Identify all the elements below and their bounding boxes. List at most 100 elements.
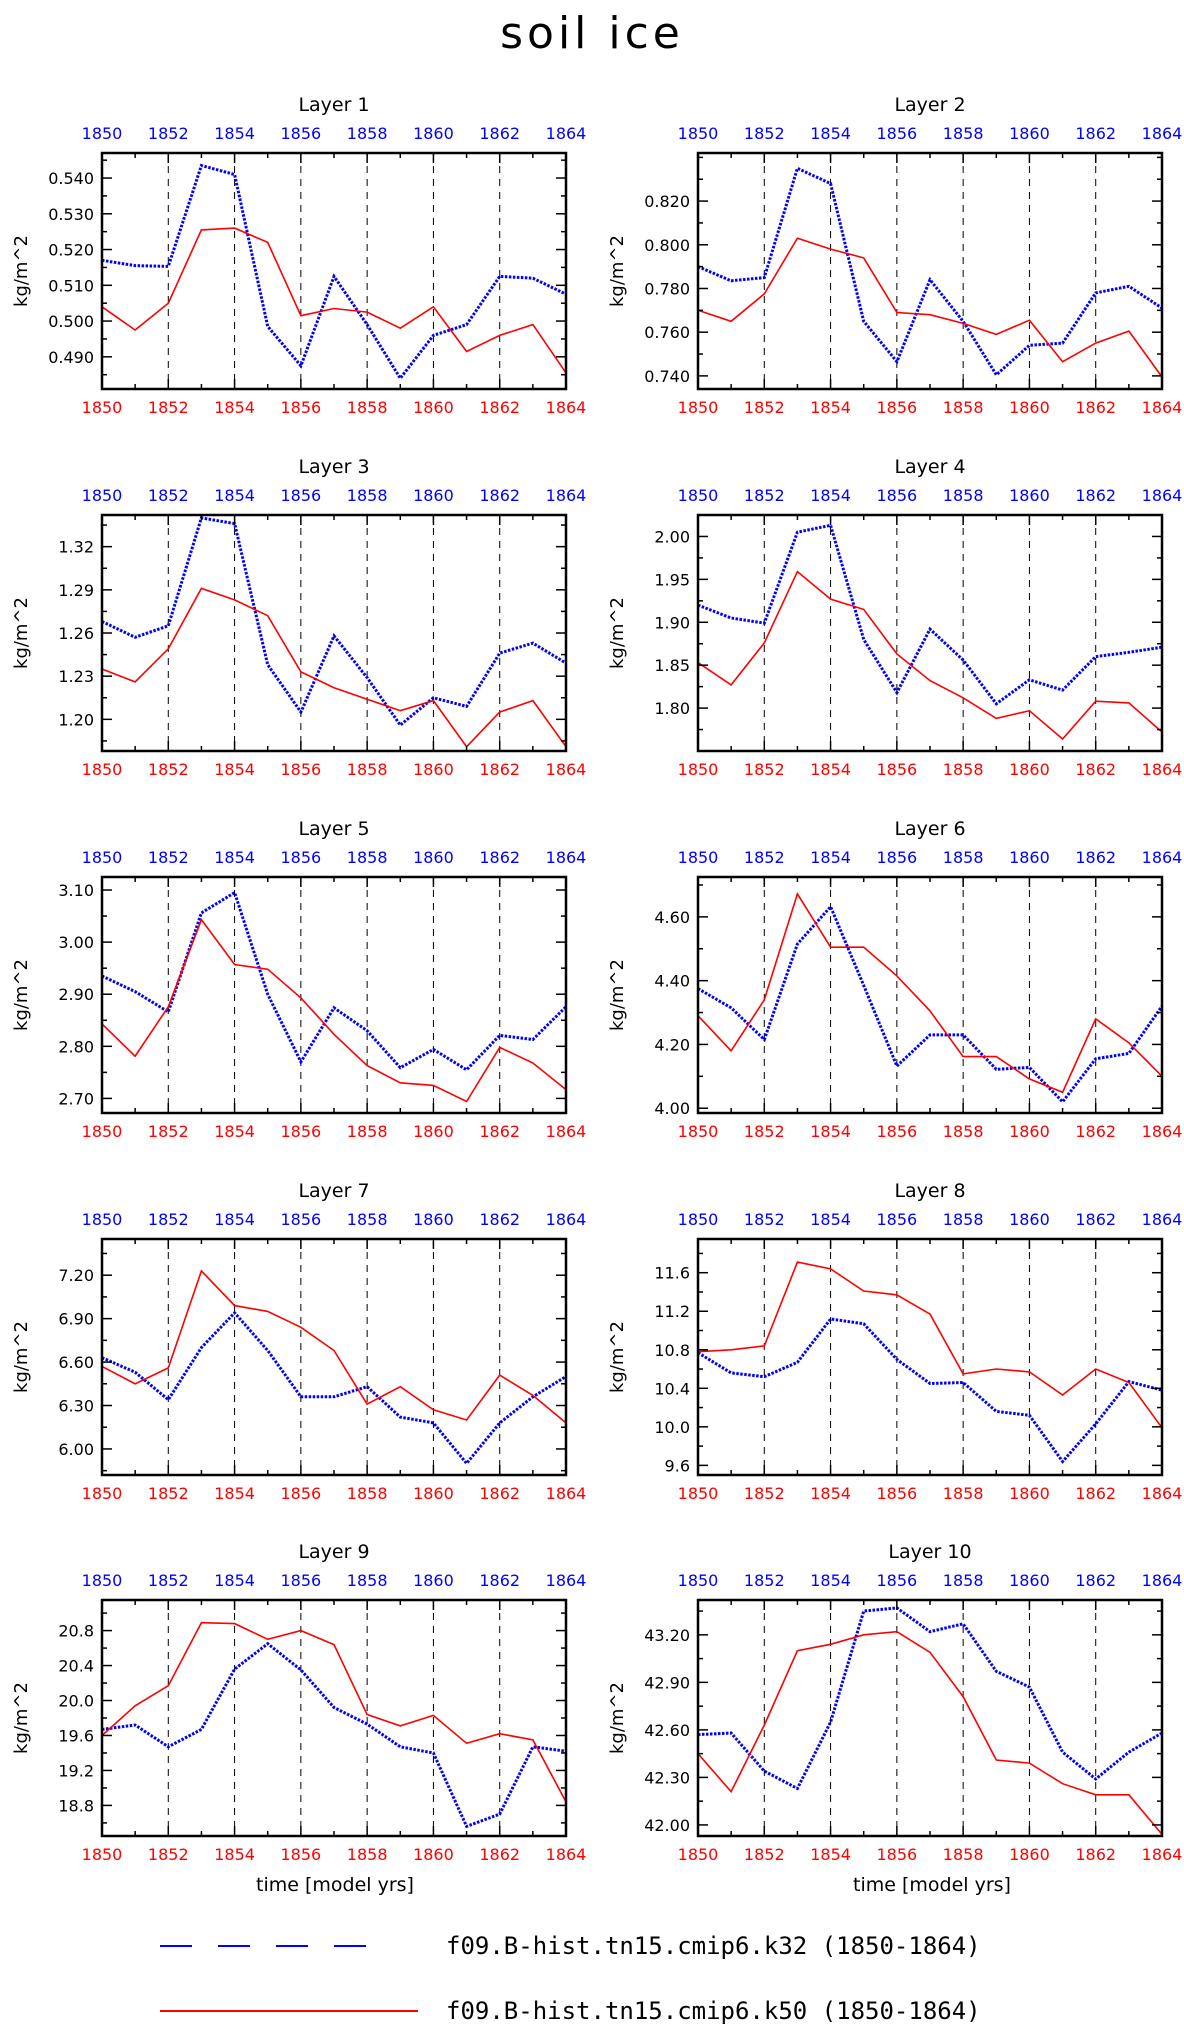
layer-3-xtick-label-top: 1856 [280,486,321,505]
layer-6-xtick-label-bottom: 1852 [744,1122,785,1141]
layer-7-xtick-label-bottom: 1860 [413,1484,454,1503]
layer-6-xtick-label-top: 1850 [678,848,719,867]
layer-4-xtick-label-bottom: 1856 [876,760,917,779]
layer-3-xtick-label-bottom: 1864 [546,760,587,779]
layer-8-xtick-label-top: 1864 [1142,1210,1183,1229]
layer-9-xtick-label-top: 1856 [280,1571,321,1590]
layer-5-xtick-label-top: 1860 [413,848,454,867]
layer-10-xtick-label-bottom: 1854 [810,1845,851,1864]
xaxis-label-left: time [model yrs] [256,1874,414,1896]
xaxis-label-right: time [model yrs] [853,1874,1011,1896]
layer-10-xtick-label-top: 1860 [1009,1571,1050,1590]
layer-9-xtick-label-bottom: 1852 [148,1845,189,1864]
layer-9-ytick-label: 20.8 [58,1622,94,1641]
layer-3-ytick-label: 1.26 [58,624,94,643]
layer-4-xtick-label-bottom: 1850 [678,760,719,779]
layer-4-xtick-label-top: 1854 [810,486,851,505]
layer-7-title: Layer 7 [298,1180,369,1202]
layer-3-ytick-label: 1.29 [58,581,94,600]
layer-4-xtick-label-bottom: 1854 [810,760,851,779]
layer-4-xtick-label-bottom: 1864 [1142,760,1183,779]
layer-8-series-k32 [697,1317,1163,1464]
layer-1-xtick-label-bottom: 1852 [148,398,189,417]
layer-6-xtick-label-top: 1860 [1009,848,1050,867]
layer-1-xtick-label-top: 1858 [347,124,388,143]
layer-10-ytick-label: 42.60 [644,1721,690,1740]
layer-10-series-k32 [697,1606,1163,1791]
layer-8-xtick-label-bottom: 1852 [744,1484,785,1503]
layer-9-series-k32 [101,1641,567,1829]
layer-1-series-k32 [101,163,567,381]
layer-1-ytick-label: 0.500 [48,312,94,331]
layer-6-xtick-label-top: 1854 [810,848,851,867]
layer-4-ytick-label: 1.85 [654,656,690,675]
layer-10-xtick-label-top: 1858 [943,1571,984,1590]
layer-6-xtick-label-bottom: 1862 [1075,1122,1116,1141]
layer-9-xtick-label-top: 1852 [148,1571,189,1590]
layer-3-xtick-label-bottom: 1852 [148,760,189,779]
layer-3-xtick-label-bottom: 1860 [413,760,454,779]
layer-2-ylabel: kg/m^2 [607,235,628,307]
layer-2-ytick-label: 0.760 [644,323,690,342]
layer-3-xtick-label-top: 1858 [347,486,388,505]
layer-2-xtick-label-bottom: 1852 [744,398,785,417]
layer-5-xtick-label-top: 1852 [148,848,189,867]
layer-3-panel: 1850 1850 1852 1852 1854 1854 1856 1856 1858 1858… [11,456,586,779]
layer-8-xtick-label-bottom: 1850 [678,1484,719,1503]
layer-5-xtick-label-bottom: 1852 [148,1122,189,1141]
layer-5-xtick-label-bottom: 1856 [280,1122,321,1141]
layer-6-ytick-label: 4.60 [654,908,690,927]
layer-10-title: Layer 10 [888,1541,971,1563]
layer-1-xtick-label-bottom: 1860 [413,398,454,417]
layer-3-xtick-label-bottom: 1856 [280,760,321,779]
layer-4-title: Layer 4 [894,456,965,478]
layer-8-ytick-label: 10.8 [654,1341,690,1360]
layer-5-title: Layer 5 [298,818,369,840]
layer-6-xtick-label-bottom: 1850 [678,1122,719,1141]
layer-8-xtick-label-bottom: 1858 [943,1484,984,1503]
layer-7-ylabel: kg/m^2 [11,1321,32,1393]
layer-1-xtick-label-bottom: 1856 [280,398,321,417]
layer-3-series-k32 [101,516,567,728]
layer-9-xtick-label-bottom: 1856 [280,1845,321,1864]
layer-1-ytick-label: 0.520 [48,241,94,260]
layer-7-ytick-label: 6.90 [58,1310,94,1329]
layer-6-ytick-label: 4.40 [654,972,690,991]
layer-2-ytick-label: 0.800 [644,236,690,255]
layer-8-panel: 1850 1850 1852 1852 1854 1854 1856 1856 1858 1858… [607,1180,1182,1503]
layer-7-panel: 1850 1850 1852 1852 1854 1854 1856 1856 1858 1858… [11,1180,586,1503]
layer-8-xtick-label-bottom: 1860 [1009,1484,1050,1503]
layer-1-xtick-label-bottom: 1864 [546,398,587,417]
layer-5-frame [100,875,568,1115]
layer-6-xtick-label-top: 1858 [943,848,984,867]
layer-6-ytick-label: 4.00 [654,1099,690,1118]
layer-9-xtick-label-top: 1862 [479,1571,520,1590]
layer-6-xtick-label-bottom: 1858 [943,1122,984,1141]
layer-9-xtick-label-top: 1854 [214,1571,255,1590]
layer-6-xtick-label-bottom: 1856 [876,1122,917,1141]
layer-6-xtick-label-top: 1864 [1142,848,1183,867]
layer-5-ytick-label: 2.70 [58,1089,94,1108]
layer-5-xtick-label-bottom: 1862 [479,1122,520,1141]
layer-7-xtick-label-top: 1858 [347,1210,388,1229]
layer-4-xtick-label-top: 1856 [876,486,917,505]
layer-1-title: Layer 1 [298,94,369,116]
layer-5-ylabel: kg/m^2 [11,959,32,1031]
layer-4-ytick-label: 1.80 [654,699,690,718]
layer-10-ylabel: kg/m^2 [607,1682,628,1754]
layer-4-series-k32 [697,523,1163,706]
layer-10-ytick-label: 43.20 [644,1626,690,1645]
layer-9-xtick-label-bottom: 1850 [82,1845,123,1864]
layer-2-xtick-label-bottom: 1854 [810,398,851,417]
layer-6-xtick-label-top: 1862 [1075,848,1116,867]
layer-10-xtick-label-bottom: 1850 [678,1845,719,1864]
layer-4-frame [696,513,1164,753]
legend: f09.B-hist.tn15.cmip6.k32 (1850-1864) f0… [160,1932,981,2025]
layer-3-xtick-label-top: 1850 [82,486,123,505]
layer-10-xtick-label-top: 1862 [1075,1571,1116,1590]
layer-7-ytick-label: 6.00 [58,1440,94,1459]
layer-8-ytick-label: 11.2 [654,1302,690,1321]
layer-3-xtick-label-top: 1852 [148,486,189,505]
layer-2-xtick-label-top: 1854 [810,124,851,143]
layer-7-xtick-label-top: 1850 [82,1210,123,1229]
